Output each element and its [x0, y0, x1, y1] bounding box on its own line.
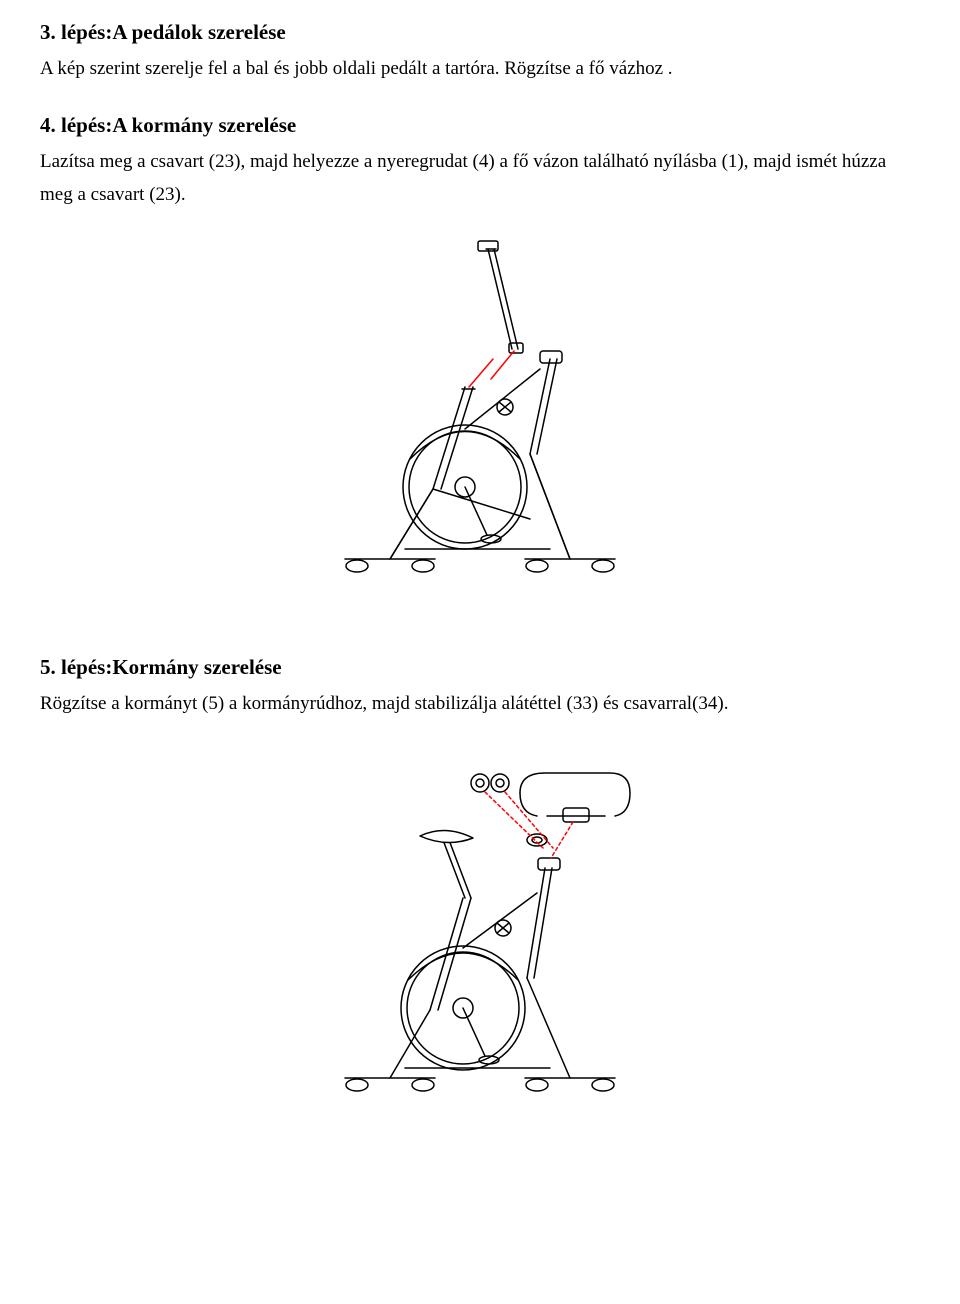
step4-heading: 4. lépés:A kormány szerelése [40, 113, 920, 138]
step5-heading: 5. lépés:Kormány szerelése [40, 655, 920, 680]
bike-seatpost-diagram-icon [315, 239, 645, 595]
step4-paragraph: Lazítsa meg a csavart (23), majd helyezz… [40, 146, 920, 211]
step3-paragraph: A kép szerint szerelje fel a bal és jobb… [40, 53, 920, 85]
step5-figure [40, 748, 920, 1109]
step3-heading: 3. lépés:A pedálok szerelése [40, 20, 920, 45]
step4-figure [40, 239, 920, 600]
bike-handlebar-diagram-icon [315, 748, 645, 1104]
step5-paragraph: Rögzítse a kormányt (5) a kormányrúdhoz,… [40, 688, 920, 720]
